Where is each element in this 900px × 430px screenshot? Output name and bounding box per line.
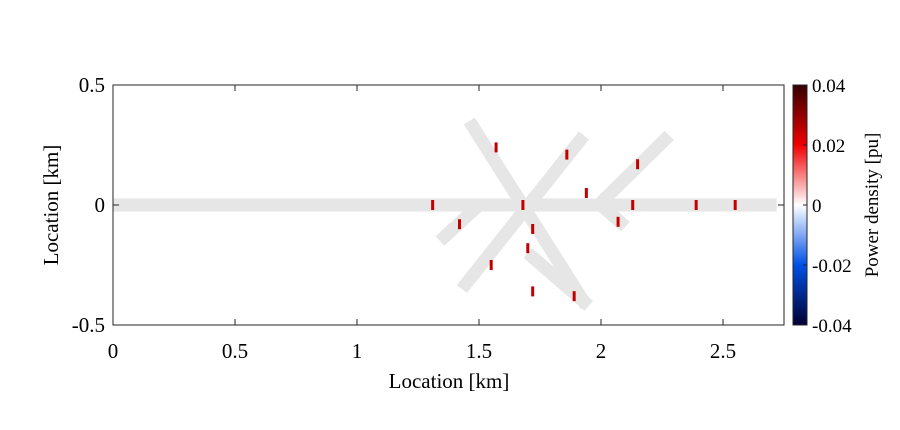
plot-layer [113,117,777,311]
x-axis-label: Location [km] [389,369,510,393]
branch [594,130,674,210]
branch [596,200,630,232]
x-tick-label: 1 [352,339,363,363]
y-tick-label: 0.5 [79,73,105,97]
power-marker [531,286,535,297]
branch [456,131,590,294]
power-marker [526,243,530,254]
colorbar-tick-label: -0.02 [812,256,852,277]
colorbar-tick-label: 0.02 [812,136,845,157]
x-tick-label: 2.5 [710,339,736,363]
power-marker [431,200,435,210]
colorbar-label: Power density [pu] [862,133,883,278]
power-marker [636,159,640,170]
y-tick-label: -0.5 [72,313,105,337]
x-tick-label: 1.5 [466,339,492,363]
power-marker [733,200,737,210]
power-marker [489,260,493,270]
power-marker [694,200,698,210]
power-marker [572,291,576,302]
x-tick-label: 2 [596,339,607,363]
y-tick-label: 0 [95,193,106,217]
x-tick-label: 0 [108,339,119,363]
y-axis-label: Location [km] [39,145,63,266]
power-marker [457,219,461,230]
colorbar-tick-label: -0.04 [812,316,852,337]
power-marker [565,149,569,160]
power-marker [631,200,635,210]
colorbar-tick-label: 0.04 [812,76,846,97]
power-marker [521,200,525,210]
power-marker [494,142,498,153]
x-tick-label: 0.5 [222,339,248,363]
power-marker [531,224,535,234]
branch [523,248,594,311]
power-marker [616,216,620,227]
colorbar-tick-label: 0 [812,196,822,217]
power-marker [584,188,588,198]
